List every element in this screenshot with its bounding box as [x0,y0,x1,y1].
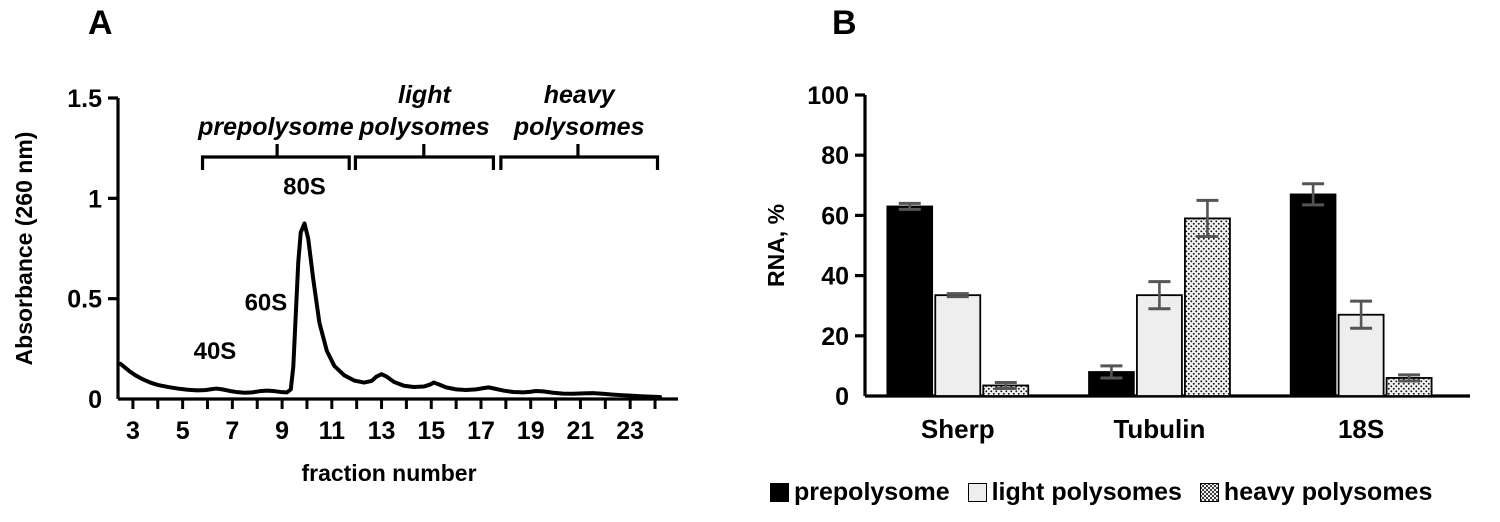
bar-tubulin-light-polysomes [1136,294,1183,397]
legend-item-heavy-polysomes: heavy polysomes [1199,478,1433,507]
panel-b-legend: prepolysome light polysomes heavy polysome… [770,478,1500,507]
y-tick-label-b: 60 [821,202,849,230]
category-label-18s: 18S [1338,414,1384,444]
panel-a-chart: 0 0.5 1 1.5 3 5 7 9 11 13 15 17 19 21 23 40S 60S 80S prepo… [11,81,678,486]
panel-a: A 0 0.5 1 1.5 3 5 7 9 11 13 15 17 19 21 23 40S 60S 80S pre… [11,4,678,486]
peak-label-80s: 80S [283,173,326,200]
y-tick-label-b: 80 [821,142,849,170]
black-square-icon [770,483,789,502]
bracket-2 [499,155,660,170]
x-tick-label-a: 7 [225,417,239,445]
x-tick-label-a: 5 [176,417,190,445]
bracket-label-0: prepolysome [197,113,354,141]
panel-b: B 0 20 40 60 80 100 Sherp Tubulin 18S RNA, % [750,0,1500,522]
y-tick-label-a: 1 [88,185,102,213]
bracket-label-2-line2: polysomes [513,113,645,141]
category-label-sherp: Sherp [921,414,995,444]
y-axis-title-b: RNA, % [763,204,789,287]
x-tick-label-a: 9 [275,417,289,445]
bracket-label-1-line1: light [398,81,452,109]
bar-tubulin-prepolysome [1088,371,1135,397]
y-tick-label-b: 20 [821,323,849,351]
panel-a-plot: 0 0.5 1 1.5 3 5 7 9 11 13 15 17 19 21 23 40S 60S 80S prepo… [11,81,678,486]
x-tick-label-a: 13 [368,417,396,445]
y-tick-label-b: 40 [821,263,849,291]
bar-18s-prepolysome [1289,193,1337,397]
y-tick-label-a: 0 [88,386,102,414]
legend-item-light-polysomes: light polysomes [967,478,1182,507]
category-label-tubulin: Tubulin [1113,414,1205,444]
panel-b-letter: B [832,4,857,42]
legend-item-prepolysome: prepolysome [770,478,950,507]
x-tick-label-a: 19 [517,417,545,445]
x-tick-label-a: 15 [417,417,445,445]
y-tick-label-b: 0 [835,383,849,411]
dotted-square-icon [1199,483,1219,502]
bracket-label-1-line2: polysomes [358,113,490,141]
bar-sherp-prepolysome [886,205,934,397]
y-axis-title-a: Absorbance (260 nm) [11,132,37,366]
panel-a-letter: A [88,4,113,42]
x-axis-title-a: fraction number [301,460,476,486]
legend-label: heavy polysomes [1223,478,1433,506]
x-tick-label-a: 3 [126,417,140,445]
bracket-0 [200,155,351,170]
white-square-icon [967,483,987,502]
y-tick-label-a: 0.5 [67,286,102,314]
absorbance-trace [118,221,662,399]
x-tick-label-a: 23 [616,417,644,445]
peak-label-40s: 40S [194,338,237,365]
bar-tubulin-heavy-polysomes [1184,217,1231,397]
x-tick-label-a: 21 [567,417,595,445]
bracket-label-2-line1: heavy [544,81,616,109]
bar-sherp-light-polysomes [934,294,982,397]
x-tick-label-a: 11 [319,417,346,445]
legend-label: light polysomes [991,478,1182,506]
x-tick-label-a: 17 [467,417,495,445]
y-tick-label-a: 1.5 [67,85,102,113]
panel-b-chart: 0 20 40 60 80 100 Sherp Tubulin 18S RNA, % [763,82,1470,444]
bracket-1 [353,155,496,170]
legend-label: prepolysome [794,478,950,506]
peak-label-60s: 60S [245,290,288,317]
y-tick-label-b: 100 [807,82,849,110]
panel-b-plot: 0 20 40 60 80 100 Sherp Tubulin 18S RNA, % [763,82,1470,444]
